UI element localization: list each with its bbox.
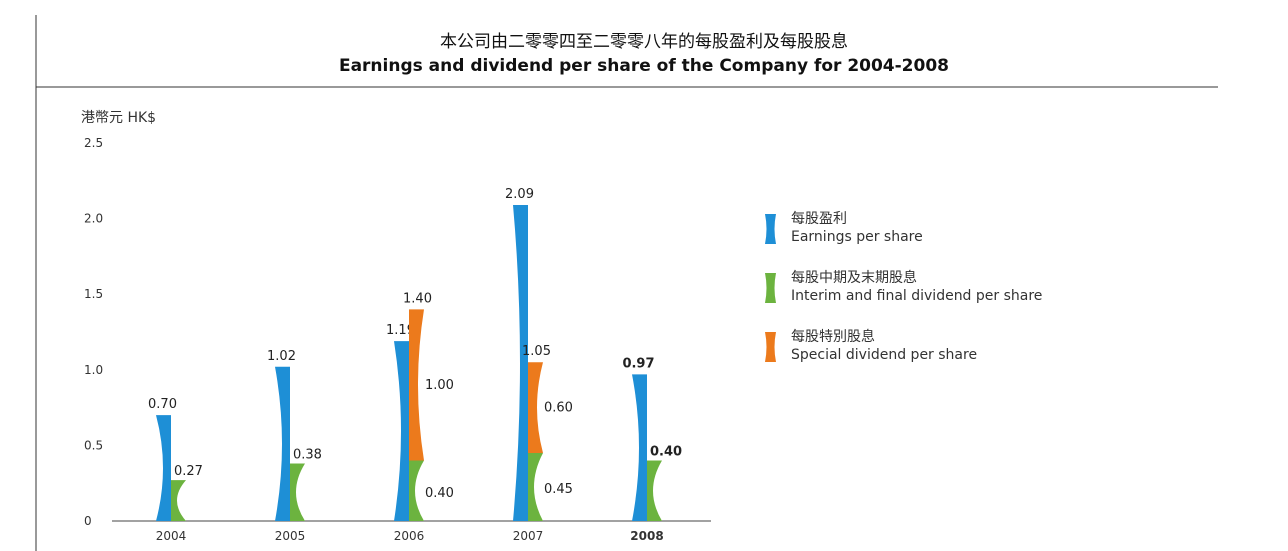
y-tick-label-1: 0.5	[84, 438, 103, 452]
chart-title: 本公司由二零零四至二零零八年的每股盈利及每股股息 Earnings and di…	[0, 30, 1288, 78]
x-tick-label-2005: 2005	[275, 529, 306, 543]
label-dividend-total-2007: 1.05	[522, 344, 551, 359]
label-interim-final-2004: 0.27	[174, 464, 203, 479]
label-earnings-2006: 1.19	[386, 323, 415, 338]
label-earnings-2004: 0.70	[148, 397, 177, 412]
bar-earnings-2005	[275, 366, 290, 521]
label-earnings-2007: 2.09	[505, 187, 534, 202]
legend-swatch-earnings	[765, 214, 776, 244]
legend-label-zh-earnings: 每股盈利	[791, 211, 847, 227]
plot-area: 0 0.5 1.0 1.5 2.0 2.5 0.70 0.27 2004 1.02 0.38 2005…	[84, 136, 711, 543]
label-interim-final-2008: 0.40	[650, 445, 682, 460]
bar-earnings-2004	[156, 415, 171, 521]
y-tick-label-3: 1.5	[84, 287, 103, 301]
legend-label-en-interim_final: Interim and final dividend per share	[791, 288, 1042, 304]
label-special-2006: 1.00	[425, 378, 454, 393]
label-interim-final-2006: 0.40	[425, 486, 454, 501]
label-interim-final-2007: 0.45	[544, 482, 573, 497]
legend-label-zh-special: 每股特別股息	[791, 328, 875, 345]
legend-label-zh-interim_final: 每股中期及末期股息	[791, 269, 917, 286]
label-dividend-total-2006: 1.40	[403, 291, 432, 306]
y-axis-unit-label: 港幣元 HK$	[81, 110, 156, 126]
bar-special-2007	[528, 362, 543, 453]
legend-swatch-special	[765, 332, 776, 362]
legend: 每股盈利 Earnings per share 每股中期及末期股息 Interim a…	[765, 211, 1042, 363]
y-tick-label-4: 2.0	[84, 212, 103, 226]
bar-earnings-2006	[394, 341, 409, 521]
bar-interim-final-2008	[647, 460, 662, 521]
x-tick-label-2004: 2004	[156, 529, 187, 543]
x-tick-label-2007: 2007	[513, 529, 544, 543]
bar-special-2006	[409, 309, 424, 461]
bar-earnings-2008	[632, 374, 647, 521]
bar-interim-final-2005	[290, 463, 305, 521]
legend-label-en-special: Special dividend per share	[791, 347, 977, 363]
x-tick-label-2008: 2008	[630, 529, 663, 543]
bar-earnings-2007	[513, 204, 528, 521]
chart-title-chinese: 本公司由二零零四至二零零八年的每股盈利及每股股息	[440, 32, 848, 52]
legend-swatch-interim_final	[765, 273, 776, 303]
y-tick-label-0: 0	[84, 514, 92, 528]
legend-label-en-earnings: Earnings per share	[791, 229, 923, 245]
label-interim-final-2005: 0.38	[293, 448, 322, 463]
label-earnings-2005: 1.02	[267, 349, 296, 364]
label-special-2007: 0.60	[544, 401, 573, 416]
bar-interim-final-2007	[528, 452, 543, 521]
bar-interim-final-2006	[409, 460, 424, 521]
bar-interim-final-2004	[171, 480, 186, 521]
x-tick-label-2006: 2006	[394, 529, 425, 543]
y-tick-label-2: 1.0	[84, 363, 103, 377]
y-tick-label-5: 2.5	[84, 136, 103, 150]
label-earnings-2008: 0.97	[622, 356, 654, 371]
chart-title-english: Earnings and dividend per share of the C…	[338, 56, 950, 76]
